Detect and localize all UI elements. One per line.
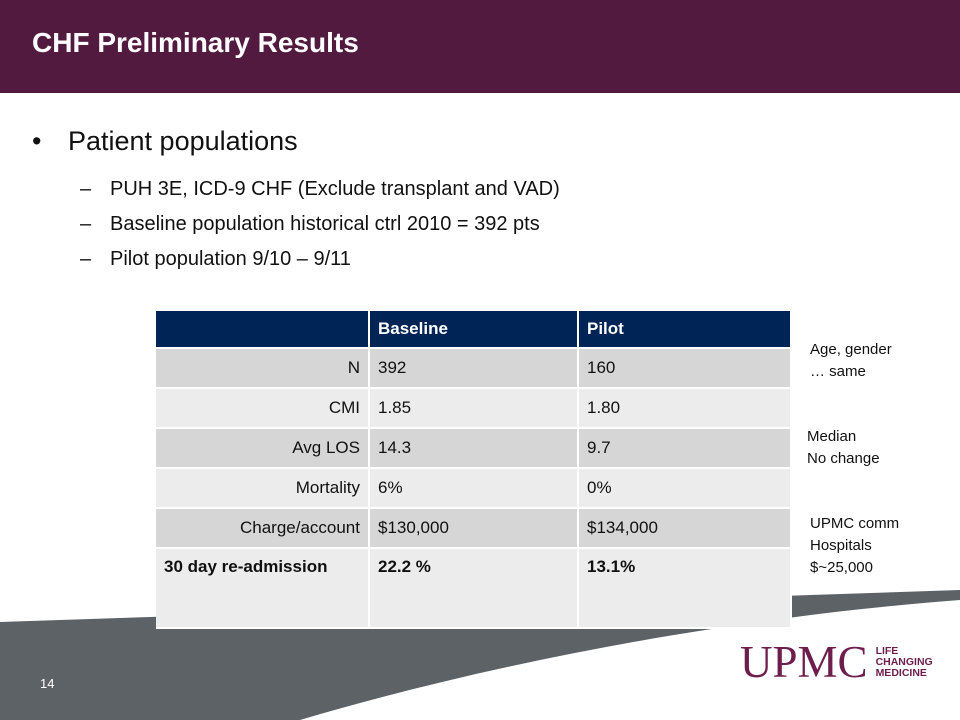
note-median: Median No change bbox=[807, 426, 880, 470]
table-cell: 14.3 bbox=[369, 428, 579, 469]
dash-icon: – bbox=[80, 178, 92, 200]
results-table: Baseline Pilot N 392 160 CMI 1.85 1.80 A… bbox=[156, 311, 792, 629]
table-cell: Avg LOS bbox=[156, 428, 370, 469]
upmc-logo: UPMC LIFE CHANGING MEDICINE bbox=[740, 640, 933, 685]
logo-wordmark: UPMC bbox=[740, 637, 868, 687]
table-cell: 6% bbox=[369, 468, 579, 509]
table-cell: CMI bbox=[156, 388, 370, 429]
table-cell: $130,000 bbox=[369, 508, 579, 549]
sub-item-text: Pilot population 9/10 – 9/11 bbox=[110, 248, 351, 270]
sub-item-text: PUH 3E, ICD-9 CHF (Exclude transplant an… bbox=[110, 178, 560, 200]
logo-tagline: LIFE CHANGING MEDICINE bbox=[876, 646, 933, 679]
sub-item-text: Baseline population historical ctrl 2010… bbox=[110, 213, 540, 235]
table-cell: 22.2 % bbox=[369, 548, 579, 629]
note-line: UPMC comm bbox=[810, 515, 900, 532]
logo-tag-line: MEDICINE bbox=[875, 667, 927, 679]
sub-item: – PUH 3E, ICD-9 CHF (Exclude transplant a… bbox=[80, 178, 560, 201]
table-cell: 1.80 bbox=[578, 388, 792, 429]
note-line: Median bbox=[807, 428, 857, 445]
note-line: No change bbox=[807, 450, 880, 467]
table-cell: 0% bbox=[578, 468, 792, 509]
table-header-cell: Baseline bbox=[369, 311, 579, 349]
table-cell: 30 day re-admission bbox=[156, 548, 370, 629]
slide-header: CHF Preliminary Results bbox=[0, 0, 960, 93]
main-bullet: • Patient populations bbox=[32, 126, 298, 157]
table-row: Avg LOS 14.3 9.7 bbox=[156, 428, 792, 469]
note-line: Hospitals bbox=[810, 537, 872, 554]
note-upmc-comm: UPMC comm Hospitals $~25,000 bbox=[810, 513, 899, 579]
table-header-cell bbox=[156, 311, 370, 349]
logo-tag-line: CHANGING bbox=[875, 656, 933, 668]
table-cell: 13.1% bbox=[578, 548, 792, 629]
table-cell: N bbox=[156, 348, 370, 389]
sub-item: – Pilot population 9/10 – 9/11 bbox=[80, 248, 351, 271]
slide-title: CHF Preliminary Results bbox=[32, 27, 359, 58]
dash-icon: – bbox=[80, 213, 92, 235]
table-cell: 9.7 bbox=[578, 428, 792, 469]
table-header-row: Baseline Pilot bbox=[156, 311, 792, 349]
bullet-dot-icon: • bbox=[32, 126, 42, 156]
note-line: $~25,000 bbox=[810, 559, 873, 576]
table-row: N 392 160 bbox=[156, 348, 792, 389]
note-line: Age, gender bbox=[810, 341, 892, 358]
table-row: CMI 1.85 1.80 bbox=[156, 388, 792, 429]
sub-item: – Baseline population historical ctrl 201… bbox=[80, 213, 540, 236]
table-cell: 160 bbox=[578, 348, 792, 389]
table-cell: 392 bbox=[369, 348, 579, 389]
logo-tag-line: LIFE bbox=[875, 645, 899, 657]
page-number: 14 bbox=[40, 676, 55, 691]
main-bullet-text: Patient populations bbox=[68, 126, 298, 156]
table-cell: $134,000 bbox=[578, 508, 792, 549]
table-cell: Mortality bbox=[156, 468, 370, 509]
table-row: Charge/account $130,000 $134,000 bbox=[156, 508, 792, 549]
table-row: 30 day re-admission 22.2 % 13.1% bbox=[156, 548, 792, 629]
table-header-cell: Pilot bbox=[578, 311, 792, 349]
table-cell: Charge/account bbox=[156, 508, 370, 549]
dash-icon: – bbox=[80, 248, 92, 270]
table-row: Mortality 6% 0% bbox=[156, 468, 792, 509]
note-line: … same bbox=[810, 363, 866, 380]
table-cell: 1.85 bbox=[369, 388, 579, 429]
note-age-gender: Age, gender … same bbox=[810, 339, 892, 383]
